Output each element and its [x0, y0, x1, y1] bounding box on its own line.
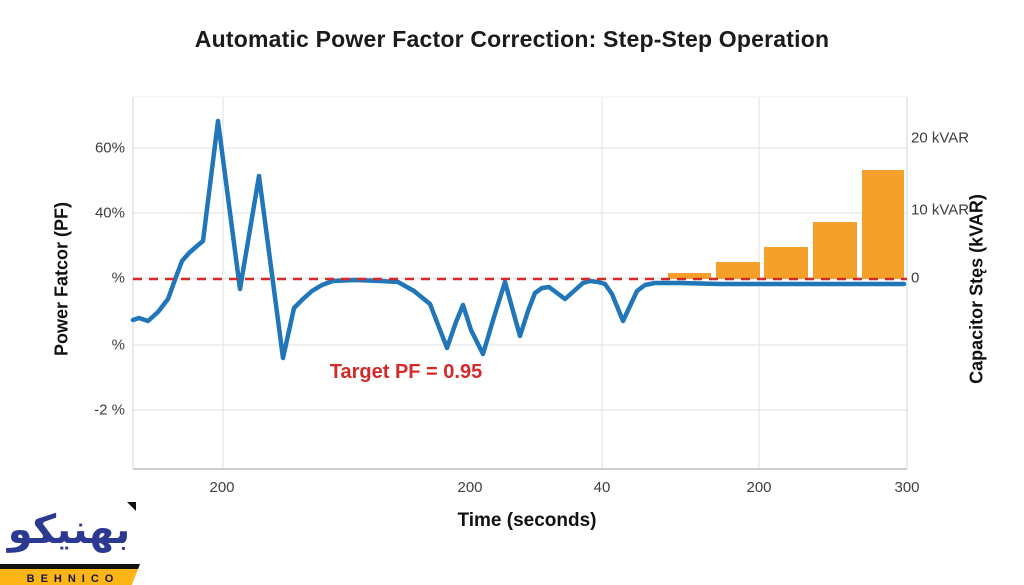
x-axis-tick-label: 40: [593, 479, 611, 496]
left-axis-tick-label: %: [111, 269, 125, 287]
target-pf-annotation: Target PF = 0.95: [329, 361, 483, 383]
x-axis-tick-label: 200: [209, 479, 235, 496]
logo-latin-text: BEHNICO: [26, 573, 120, 585]
right-axis-title: Capacitor Stęs (kVAR): [966, 194, 987, 384]
capacitor-step-bar: [716, 262, 760, 279]
left-axis-tick-label: 60%: [94, 139, 125, 157]
right-axis-tick-label: 0: [911, 269, 920, 287]
capacitor-step-bar: [764, 247, 808, 279]
behnico-logo: بهنیکو BEHNICO: [0, 498, 150, 585]
capacitor-step-bar: [813, 222, 857, 279]
x-axis-tick-label: 200: [746, 479, 772, 496]
logo-farsi-text: بهنیکو: [7, 507, 131, 553]
capacitor-step-bar: [668, 273, 711, 279]
right-axis-tick-label: 10 kVAR: [911, 201, 970, 219]
logo-corner-mark-icon: [127, 502, 136, 511]
right-axis-tick-label: 20 kVAR: [911, 129, 970, 147]
logo-banner: BEHNICO: [0, 564, 140, 585]
left-axis-title: Power Fatcor (PF): [51, 201, 72, 357]
x-axis-tick-label: 200: [457, 479, 483, 496]
power-factor-line: [130, 118, 907, 361]
left-axis-tick-label: %: [111, 336, 125, 354]
capacitor-step-bar: [862, 170, 904, 279]
x-axis-tick-label: 300: [894, 479, 920, 496]
left-axis-tick-label: 40%: [94, 204, 125, 222]
left-axis-tick-label: -2 %: [94, 401, 125, 419]
chart-title: Automatic Power Factor Correction: Step-…: [194, 26, 830, 52]
x-axis-title: Time (seconds): [457, 510, 597, 531]
